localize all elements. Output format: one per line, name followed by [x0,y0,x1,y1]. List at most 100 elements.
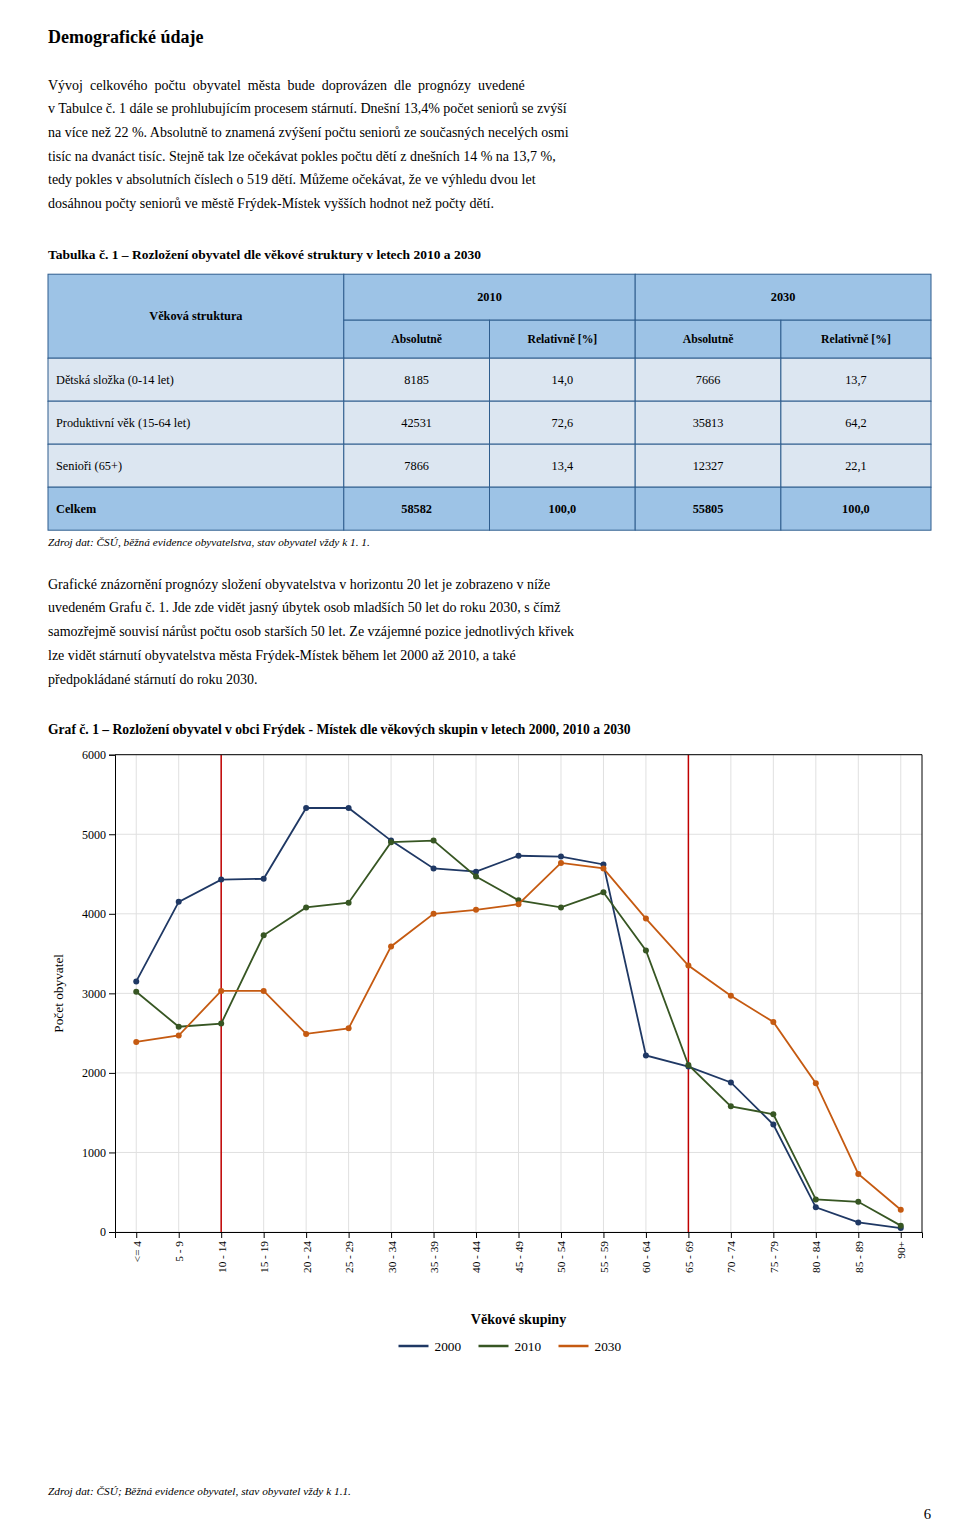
x-tick-mark [646,1232,647,1238]
x-tick-mark [561,1232,562,1238]
x-tick-mark [264,1232,265,1238]
table-cell-text: 22,1 [845,459,867,473]
table-cell-text: Absolutně [391,333,442,346]
x-tick-label: <= 4 [131,1241,143,1263]
legend-title: Věkové skupiny [471,1312,566,1327]
table-cell-text: 7666 [696,373,721,387]
series-marker [346,1025,352,1031]
series-marker [133,989,139,995]
legend-entry: 2030 [595,1339,622,1354]
x-tick-label: 80 - 84 [810,1241,822,1273]
y-tick-label: 6000 [82,748,106,762]
table-cell-text: Relativně [%] [527,333,597,346]
x-tick-mark [221,1232,222,1238]
series-marker [600,865,606,871]
table-cell-text: 13,7 [845,373,867,387]
y-tick: 6000 [82,748,115,762]
table-source: Zdroj dat: ČSÚ, běžná evidence obyvatels… [48,536,370,548]
y-tick-label: 0 [100,1225,106,1239]
legend-swatch [479,1345,509,1348]
x-tick-label: 15 - 19 [258,1241,270,1273]
x-axis-line [116,1233,923,1239]
legend-swatch [399,1345,429,1348]
series-marker [303,1031,309,1037]
x-tick-label: 30 - 34 [386,1241,398,1273]
series-marker [770,1111,776,1117]
grid-line-x [900,755,901,1232]
y-tick: 4000 [82,907,115,921]
x-tick: 65 - 69 [683,1232,695,1273]
series-marker [218,877,224,883]
table-cell [635,487,781,530]
x-tick-mark [349,1232,350,1238]
paragraph-line: Vývoj celkového počtu obyvatel města bud… [48,78,525,93]
table-cell [344,358,490,401]
x-tick-mark [816,1232,817,1238]
grid-line-x [306,755,307,1232]
x-tick-label: 70 - 74 [725,1241,737,1273]
grid-line-x [518,755,519,1232]
y-axis-title: Počet obyvatel [51,954,66,1033]
table-cell-text: 14,0 [552,373,574,387]
table-cell-text: 12327 [693,459,724,473]
series-marker [261,932,267,938]
table-cell [635,401,781,444]
series-marker [898,1207,904,1213]
y-tick: 1000 [82,1146,115,1160]
y-tick-mark [109,1232,115,1233]
x-tick-mark [688,1232,689,1238]
x-tick: 40 - 44 [470,1232,482,1273]
series-marker [473,873,479,879]
x-tick: 25 - 29 [343,1232,355,1273]
y-tick-mark [109,1152,115,1153]
table-cell-text: Dětská složka (0-14 let) [56,373,174,387]
table-cell [635,320,781,358]
table-cell-text: 100,0 [842,502,870,516]
series-marker [388,839,394,845]
table-cell [781,320,931,358]
chart-source: Zdroj dat: ČSÚ; Běžná evidence obyvatel,… [48,1485,351,1497]
table-cell-text: 35813 [693,416,724,430]
table-cell-text: 64,2 [845,416,867,430]
x-tick: 5 - 9 [173,1232,185,1262]
paragraph-line: samozřejmě souvisí nárůst počtu osob sta… [48,624,574,639]
grid [115,755,922,1232]
series-marker [643,1052,649,1058]
grid-line-x [603,755,604,1232]
table-cell [344,320,490,358]
y-tick-mark [109,1073,115,1074]
grid-line-x [433,755,434,1232]
table-cell [48,401,344,444]
table-cell-text: 42531 [401,416,432,430]
series-marker [176,1033,182,1039]
paragraph-line: lze vidět stárnutí obyvatelstva města Fr… [48,648,516,663]
legend-swatch [559,1345,589,1348]
table-cell [635,358,781,401]
x-tick-mark [603,1232,604,1238]
page-number: 6 [924,1506,931,1522]
x-tick-label: 75 - 79 [768,1241,780,1273]
table-cell [781,487,931,530]
x-tick: 60 - 64 [640,1232,652,1273]
table-cell-text: 100,0 [549,502,577,516]
y-tick: 3000 [82,987,115,1001]
series-marker [431,865,437,871]
series-line [136,863,901,1210]
grid-line-x [773,755,774,1232]
x-tick-label: 25 - 29 [343,1241,355,1273]
legend: Věkové skupiny200020102030 [399,1312,622,1354]
x-tick: <= 4 [131,1232,143,1262]
x-tick-mark [136,1232,137,1238]
x-tick: 10 - 14 [216,1232,228,1273]
x-tick: 55 - 59 [598,1232,610,1273]
series-marker [303,805,309,811]
page: Demografické údajeVývoj celkového počtu … [0,0,960,1531]
series-marker [261,988,267,994]
x-tick-mark [858,1232,859,1238]
y-axis: 0100020003000400050006000 [82,748,116,1239]
y-tick-mark [109,993,115,994]
table-cell [344,274,635,320]
table-cell [635,274,931,320]
y-tick: 2000 [82,1066,115,1080]
x-tick-label: 20 - 24 [301,1241,313,1273]
